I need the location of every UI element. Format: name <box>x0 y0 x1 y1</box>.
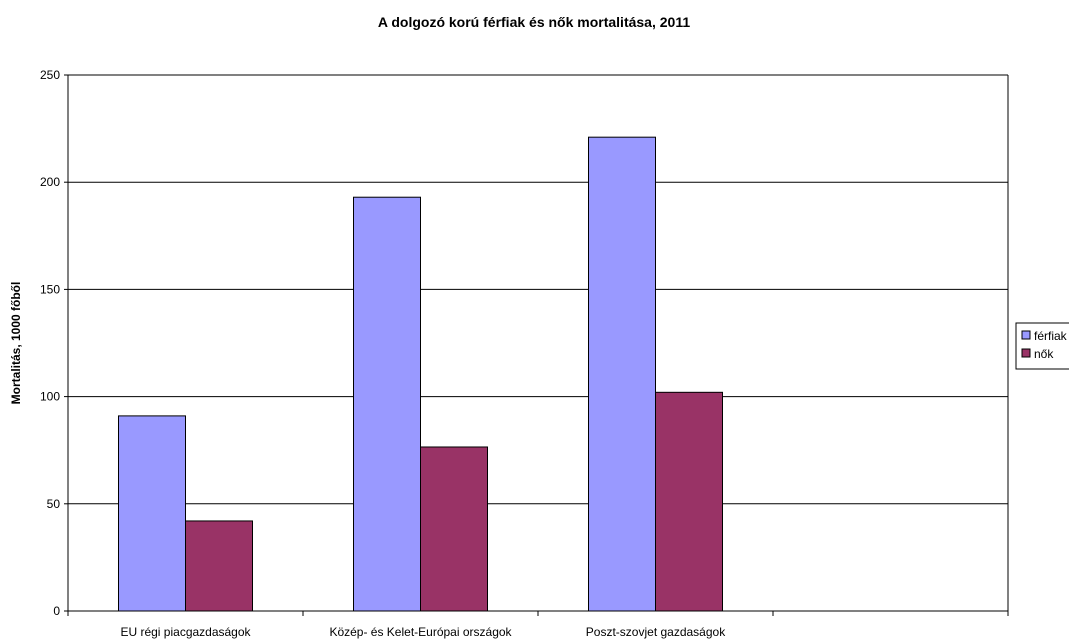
legend-label: férfiak <box>1034 329 1068 343</box>
y-tick-label: 250 <box>40 68 60 82</box>
y-axis-label: Mortalitás, 1000 főből <box>9 282 23 405</box>
bar-férfiak <box>118 415 186 612</box>
y-tick-label: 150 <box>40 282 60 296</box>
bar-nők <box>655 391 723 612</box>
legend-label: nők <box>1034 347 1054 361</box>
bars <box>118 136 723 612</box>
y-tick-label: 100 <box>40 390 60 404</box>
y-ticks: 0 50 100 150 200 250 <box>40 68 68 618</box>
y-tick-label: 200 <box>40 175 60 189</box>
legend-swatch <box>1021 348 1031 358</box>
legend: férfiak nők <box>1015 322 1069 370</box>
bar-férfiak <box>353 196 421 612</box>
bar-nők <box>420 446 488 612</box>
x-tick-label: EU régi piacgazdaságok <box>120 625 251 639</box>
gridlines <box>68 74 1008 505</box>
legend-swatch <box>1021 330 1031 340</box>
x-tick-label: Poszt-szovjet gazdaságok <box>586 625 726 639</box>
bar-férfiak <box>588 136 656 612</box>
y-tick-label: 0 <box>53 604 60 618</box>
x-ticks: EU régi piacgazdaságok Közép- és Kelet-Eu… <box>67 611 1009 639</box>
chart-title: A dolgozó korú férfiak és nők mortalitás… <box>378 14 690 30</box>
x-tick-label: Közép- és Kelet-Európai országok <box>329 625 512 639</box>
bar-nők <box>185 520 253 612</box>
y-tick-label: 50 <box>47 497 61 511</box>
